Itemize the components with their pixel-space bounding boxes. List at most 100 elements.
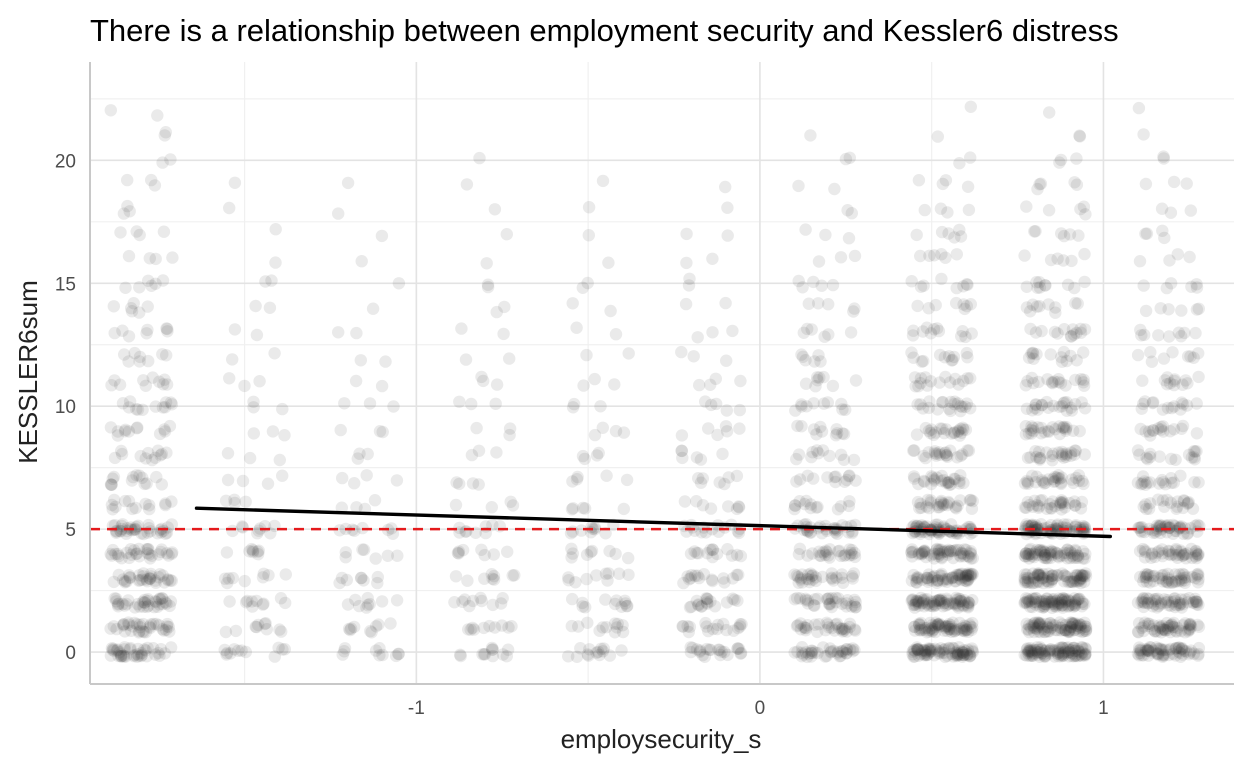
scatter-point — [467, 623, 481, 636]
scatter-point — [958, 594, 971, 607]
scatter-point — [938, 447, 952, 460]
scatter-point — [1192, 647, 1205, 661]
scatter-point — [1184, 522, 1197, 535]
scatter-point — [1062, 645, 1076, 658]
scatter-point — [119, 494, 132, 508]
scatter-point — [496, 648, 510, 661]
scatter-point — [1173, 598, 1186, 612]
scatter-point — [942, 642, 956, 655]
scatter-point — [964, 570, 978, 583]
scatter-point — [917, 643, 930, 657]
scatter-point — [790, 591, 804, 605]
scatter-point — [1040, 617, 1053, 631]
scatter-point — [1049, 600, 1063, 613]
scatter-point — [1025, 423, 1038, 437]
scatter-point — [788, 568, 801, 581]
scatter-point — [1172, 641, 1186, 654]
scatter-point — [160, 620, 174, 633]
scatter-point — [705, 398, 718, 412]
scatter-point — [683, 620, 697, 634]
scatter-point — [822, 621, 835, 634]
scatter-point — [107, 470, 121, 484]
scatter-point — [703, 643, 716, 656]
scatter-point — [931, 618, 944, 631]
scatter-point — [1028, 643, 1041, 656]
scatter-point — [452, 547, 465, 560]
scatter-point — [1169, 575, 1183, 588]
scatter-point — [1078, 648, 1092, 661]
scatter-point — [948, 397, 961, 411]
scatter-point — [1174, 330, 1188, 343]
scatter-point — [1154, 423, 1168, 436]
scatter-point — [704, 378, 717, 391]
scatter-point — [147, 642, 160, 655]
scatter-point — [390, 594, 404, 607]
scatter-point — [942, 641, 956, 655]
scatter-point — [257, 567, 270, 580]
scatter-point — [592, 645, 605, 659]
scatter-point — [1152, 329, 1165, 342]
scatter-point — [1190, 551, 1203, 565]
scatter-point — [845, 548, 859, 561]
scatter-point — [122, 249, 136, 263]
scatter-point — [130, 469, 143, 482]
scatter-point — [124, 543, 137, 556]
scatter-point — [1055, 494, 1068, 507]
scatter-point — [1159, 478, 1172, 491]
scatter-point — [1068, 574, 1081, 587]
scatter-point — [966, 644, 979, 657]
scatter-point — [940, 498, 954, 512]
scatter-point — [849, 601, 862, 614]
scatter-point — [1036, 571, 1049, 585]
scatter-point — [126, 470, 140, 484]
y-tick-label: 10 — [55, 397, 76, 418]
scatter-point — [154, 545, 167, 559]
scatter-point — [1045, 575, 1058, 589]
scatter-point — [1140, 227, 1154, 240]
scatter-point — [696, 472, 709, 485]
scatter-point — [1024, 645, 1038, 658]
scatter-point — [110, 524, 123, 538]
scatter-point — [1168, 600, 1182, 614]
scatter-point — [1028, 616, 1042, 629]
scatter-point — [117, 650, 131, 663]
scatter-point — [1139, 425, 1152, 438]
scatter-point — [1066, 642, 1080, 655]
scatter-point — [165, 547, 178, 561]
scatter-point — [125, 302, 138, 315]
scatter-point — [349, 374, 363, 388]
scatter-point — [111, 600, 125, 613]
scatter-point — [1064, 621, 1078, 634]
scatter-point — [825, 592, 839, 605]
scatter-point — [1172, 641, 1186, 655]
scatter-point — [110, 592, 123, 605]
scatter-point — [958, 543, 971, 556]
scatter-point — [1056, 521, 1070, 534]
scatter-point — [948, 624, 961, 638]
scatter-point — [360, 469, 373, 482]
scatter-point — [108, 493, 121, 507]
scatter-point — [1181, 547, 1194, 560]
scatter-point — [911, 571, 924, 584]
scatter-point — [1074, 618, 1088, 631]
scatter-point — [1156, 494, 1170, 507]
scatter-point — [1043, 547, 1057, 561]
scatter-point — [141, 300, 154, 313]
scatter-point — [959, 330, 972, 344]
scatter-point — [846, 645, 860, 658]
scatter-point — [503, 352, 516, 365]
scatter-point — [466, 621, 479, 635]
scatter-point — [914, 280, 928, 293]
scatter-point — [1176, 398, 1190, 411]
scatter-point — [1158, 623, 1172, 637]
scatter-point — [1061, 593, 1075, 606]
scatter-point — [704, 543, 717, 556]
scatter-point — [1057, 254, 1070, 267]
scatter-point — [941, 572, 955, 585]
scatter-point — [1037, 571, 1050, 584]
scatter-point — [906, 545, 920, 558]
scatter-point — [494, 597, 508, 610]
scatter-point — [106, 643, 119, 657]
scatter-point — [354, 571, 368, 585]
scatter-point — [1063, 624, 1076, 637]
